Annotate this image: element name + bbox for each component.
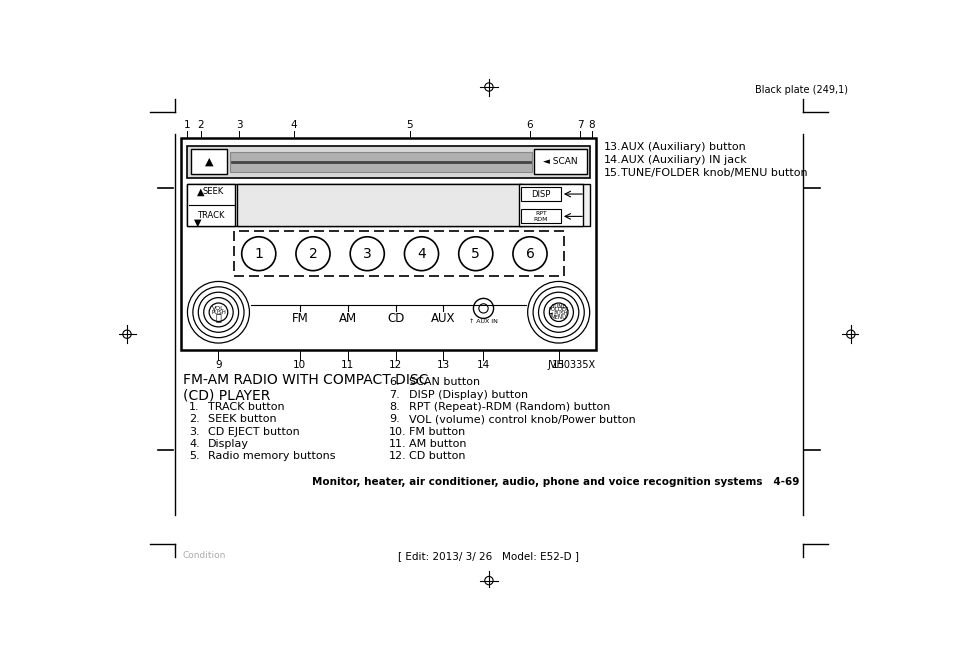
Text: AUX (Auxiliary) IN jack: AUX (Auxiliary) IN jack xyxy=(620,155,746,165)
Text: TRACK button: TRACK button xyxy=(208,402,285,412)
FancyBboxPatch shape xyxy=(520,187,560,201)
Text: 3: 3 xyxy=(235,120,242,130)
Text: DISP (Display) button: DISP (Display) button xyxy=(409,389,528,400)
Text: ↑ AUX IN: ↑ AUX IN xyxy=(469,319,497,324)
Text: CD EJECT button: CD EJECT button xyxy=(208,426,300,436)
Text: ⏻: ⏻ xyxy=(215,312,221,322)
FancyBboxPatch shape xyxy=(518,184,583,226)
Circle shape xyxy=(209,303,228,321)
Text: TUNE/FOLDER knob/MENU button: TUNE/FOLDER knob/MENU button xyxy=(620,168,807,178)
Text: AM: AM xyxy=(338,312,356,325)
Text: MENU: MENU xyxy=(550,315,566,320)
Text: 10.: 10. xyxy=(389,426,406,436)
Text: 7.: 7. xyxy=(389,389,399,400)
Text: FM: FM xyxy=(292,312,308,325)
Text: FOLDER: FOLDER xyxy=(548,307,568,313)
Text: ▼: ▼ xyxy=(194,217,202,227)
Text: 11.: 11. xyxy=(389,439,406,449)
Text: 8: 8 xyxy=(588,120,595,130)
Text: 3: 3 xyxy=(362,247,372,260)
Text: TUNE: TUNE xyxy=(551,303,565,309)
Text: 13.: 13. xyxy=(603,141,620,151)
Text: SEEK: SEEK xyxy=(203,187,224,196)
Text: AUX (Auxiliary) button: AUX (Auxiliary) button xyxy=(620,141,745,151)
Text: Display: Display xyxy=(208,439,249,449)
Text: AM button: AM button xyxy=(409,439,466,449)
Text: RPT (Repeat)-RDM (Random) button: RPT (Repeat)-RDM (Random) button xyxy=(409,402,610,412)
Text: 1: 1 xyxy=(254,247,263,260)
Text: 15.: 15. xyxy=(603,168,620,178)
Text: 2: 2 xyxy=(309,247,317,260)
Text: 4: 4 xyxy=(290,120,296,130)
Text: SCAN button: SCAN button xyxy=(409,377,479,387)
Text: ◄ PUSH: ◄ PUSH xyxy=(549,311,567,316)
FancyBboxPatch shape xyxy=(187,145,589,178)
Text: SEEK button: SEEK button xyxy=(208,414,276,424)
Text: 2: 2 xyxy=(197,120,204,130)
Text: 2.: 2. xyxy=(189,414,199,424)
Text: Monitor, heater, air conditioner, audio, phone and voice recognition systems   4: Monitor, heater, air conditioner, audio,… xyxy=(312,477,798,486)
Text: 5: 5 xyxy=(471,247,479,260)
Text: 3.: 3. xyxy=(189,426,199,436)
Text: CD button: CD button xyxy=(409,451,465,461)
Text: FM button: FM button xyxy=(409,426,465,436)
Text: Radio memory buttons: Radio memory buttons xyxy=(208,451,335,461)
Text: CD: CD xyxy=(387,312,404,325)
Text: 4: 4 xyxy=(416,247,425,260)
Text: 8.: 8. xyxy=(389,402,399,412)
FancyBboxPatch shape xyxy=(191,149,227,174)
Text: 6.: 6. xyxy=(389,377,399,387)
Text: ▲: ▲ xyxy=(205,157,213,167)
Text: 1: 1 xyxy=(184,120,191,130)
FancyBboxPatch shape xyxy=(187,184,235,226)
Text: Condition: Condition xyxy=(183,551,226,561)
FancyBboxPatch shape xyxy=(230,152,531,172)
Text: 13: 13 xyxy=(436,360,450,370)
Text: VOL: VOL xyxy=(212,306,225,311)
Text: ◄ SCAN: ◄ SCAN xyxy=(542,157,577,166)
Text: 14: 14 xyxy=(476,360,490,370)
Text: AUX: AUX xyxy=(431,312,455,325)
FancyBboxPatch shape xyxy=(181,138,596,350)
Text: RPT
RDM: RPT RDM xyxy=(533,211,548,222)
Text: 5: 5 xyxy=(406,120,413,130)
Text: 9: 9 xyxy=(215,360,221,370)
Text: 12.: 12. xyxy=(389,451,406,461)
Text: 11: 11 xyxy=(341,360,355,370)
Text: 1.: 1. xyxy=(189,402,199,412)
Text: 15: 15 xyxy=(552,360,565,370)
FancyBboxPatch shape xyxy=(187,184,589,226)
Circle shape xyxy=(549,303,567,321)
Text: [ Edit: 2013/ 3/ 26   Model: E52-D ]: [ Edit: 2013/ 3/ 26 Model: E52-D ] xyxy=(398,551,578,561)
Text: 12: 12 xyxy=(389,360,402,370)
FancyBboxPatch shape xyxy=(520,210,560,223)
Text: 9.: 9. xyxy=(389,414,399,424)
FancyBboxPatch shape xyxy=(236,184,521,226)
Text: 7: 7 xyxy=(577,120,583,130)
Text: VOL (volume) control knob/Power button: VOL (volume) control knob/Power button xyxy=(409,414,636,424)
Text: TRACK: TRACK xyxy=(196,211,224,220)
Text: 5.: 5. xyxy=(189,451,199,461)
Text: 6: 6 xyxy=(526,120,533,130)
Text: 14.: 14. xyxy=(603,155,620,165)
Text: 10: 10 xyxy=(293,360,306,370)
FancyBboxPatch shape xyxy=(534,149,586,174)
Text: 4.: 4. xyxy=(189,439,199,449)
Text: 6: 6 xyxy=(525,247,534,260)
Text: Black plate (249,1): Black plate (249,1) xyxy=(754,85,847,95)
Text: FM-AM RADIO WITH COMPACT DISC
(CD) PLAYER: FM-AM RADIO WITH COMPACT DISC (CD) PLAYE… xyxy=(183,373,428,403)
Text: DISP: DISP xyxy=(531,190,550,198)
Text: PUSH: PUSH xyxy=(211,310,226,315)
Text: JVH0335X: JVH0335X xyxy=(547,360,596,370)
Text: ▲: ▲ xyxy=(196,187,204,197)
